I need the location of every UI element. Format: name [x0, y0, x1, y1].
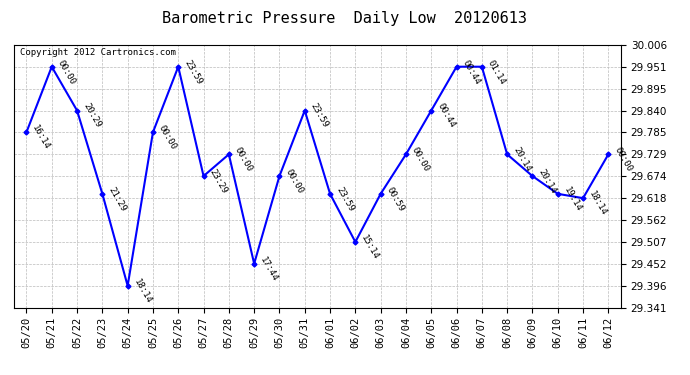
Text: 00:00: 00:00	[233, 146, 254, 174]
Text: 20:29: 20:29	[81, 102, 102, 130]
Text: 00:44: 00:44	[461, 58, 482, 86]
Text: 00:00: 00:00	[613, 146, 633, 174]
Text: 23:59: 23:59	[334, 185, 355, 213]
Text: 23:59: 23:59	[309, 102, 330, 130]
Text: Barometric Pressure  Daily Low  20120613: Barometric Pressure Daily Low 20120613	[163, 11, 527, 26]
Text: 00:00: 00:00	[157, 124, 178, 152]
Text: 01:14: 01:14	[486, 58, 507, 86]
Text: 00:59: 00:59	[385, 185, 406, 213]
Text: 00:44: 00:44	[435, 102, 457, 130]
Text: 00:00: 00:00	[56, 58, 77, 86]
Text: 16:14: 16:14	[30, 124, 52, 152]
Text: 18:14: 18:14	[132, 277, 153, 305]
Text: Copyright 2012 Cartronics.com: Copyright 2012 Cartronics.com	[20, 48, 176, 57]
Text: 17:44: 17:44	[258, 255, 279, 283]
Text: 15:14: 15:14	[359, 233, 381, 261]
Text: 19:14: 19:14	[562, 185, 583, 213]
Text: 23:59: 23:59	[182, 58, 204, 86]
Text: 20:14: 20:14	[537, 167, 558, 195]
Text: 21:29: 21:29	[106, 185, 128, 213]
Text: 23:29: 23:29	[208, 167, 229, 195]
Text: 00:00: 00:00	[284, 167, 305, 195]
Text: 00:00: 00:00	[410, 146, 431, 174]
Text: 18:14: 18:14	[587, 189, 609, 217]
Text: 20:14: 20:14	[511, 146, 533, 174]
